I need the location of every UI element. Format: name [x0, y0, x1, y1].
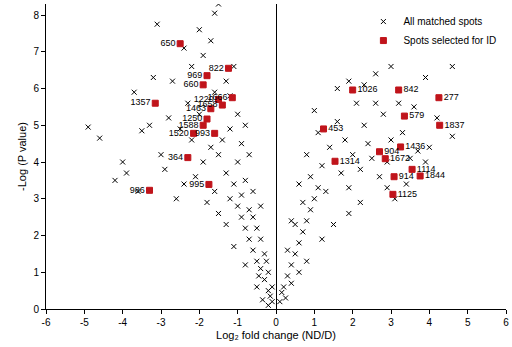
svg-text:1220: 1220 [194, 94, 214, 104]
svg-text:1672: 1672 [390, 153, 410, 163]
svg-text:Spots selected for ID: Spots selected for ID [403, 35, 496, 46]
svg-text:364: 364 [168, 152, 183, 162]
svg-text:986: 986 [130, 185, 145, 195]
svg-text:579: 579 [409, 110, 424, 120]
svg-text:660: 660 [183, 79, 198, 89]
svg-text:277: 277 [444, 92, 459, 102]
svg-text:1666: 1666 [208, 92, 228, 102]
svg-text:1837: 1837 [444, 120, 464, 130]
svg-text:453: 453 [328, 123, 343, 133]
svg-text:1114: 1114 [417, 164, 436, 174]
svg-text:914: 914 [399, 171, 414, 181]
svg-text:All matched spots: All matched spots [403, 16, 482, 27]
svg-text:1026: 1026 [357, 84, 377, 94]
svg-text:4: 4 [33, 157, 39, 168]
svg-text:822: 822 [209, 63, 224, 73]
svg-text:Log₂ fold change (ND/D): Log₂ fold change (ND/D) [216, 329, 336, 341]
svg-text:7: 7 [33, 46, 39, 57]
svg-text:1: 1 [312, 317, 318, 328]
svg-text:-2: -2 [195, 317, 204, 328]
svg-text:904: 904 [384, 146, 399, 156]
svg-text:-4: -4 [118, 317, 127, 328]
svg-text:5: 5 [465, 317, 471, 328]
svg-text:1588: 1588 [178, 120, 198, 130]
svg-text:-1: -1 [233, 317, 242, 328]
svg-text:1436: 1436 [405, 141, 425, 151]
svg-text:1357: 1357 [130, 97, 150, 107]
svg-text:-5: -5 [80, 317, 89, 328]
svg-text:650: 650 [160, 38, 175, 48]
svg-text:-Log (P value): -Log (P value) [16, 122, 28, 191]
svg-text:1520: 1520 [169, 128, 189, 138]
svg-text:969: 969 [187, 70, 202, 80]
svg-text:1314: 1314 [340, 156, 360, 166]
svg-text:0: 0 [33, 304, 39, 315]
svg-text:1: 1 [33, 267, 39, 278]
svg-text:-3: -3 [157, 317, 166, 328]
svg-text:8: 8 [33, 10, 39, 21]
svg-text:1844: 1844 [425, 170, 445, 180]
svg-text:3: 3 [33, 193, 39, 204]
svg-text:-6: -6 [42, 317, 51, 328]
svg-text:1658: 1658 [198, 99, 218, 109]
svg-text:1250: 1250 [182, 113, 202, 123]
svg-text:6: 6 [33, 83, 39, 94]
svg-text:5: 5 [33, 120, 39, 131]
svg-text:0: 0 [273, 317, 279, 328]
svg-text:6: 6 [503, 317, 509, 328]
svg-text:3: 3 [388, 317, 394, 328]
svg-text:995: 995 [189, 179, 204, 189]
svg-text:993: 993 [195, 128, 210, 138]
svg-text:1463: 1463 [186, 103, 206, 113]
svg-text:2: 2 [33, 230, 39, 241]
svg-text:842: 842 [403, 84, 418, 94]
svg-text:1125: 1125 [398, 189, 417, 199]
svg-text:2: 2 [350, 317, 356, 328]
svg-text:4: 4 [427, 317, 433, 328]
